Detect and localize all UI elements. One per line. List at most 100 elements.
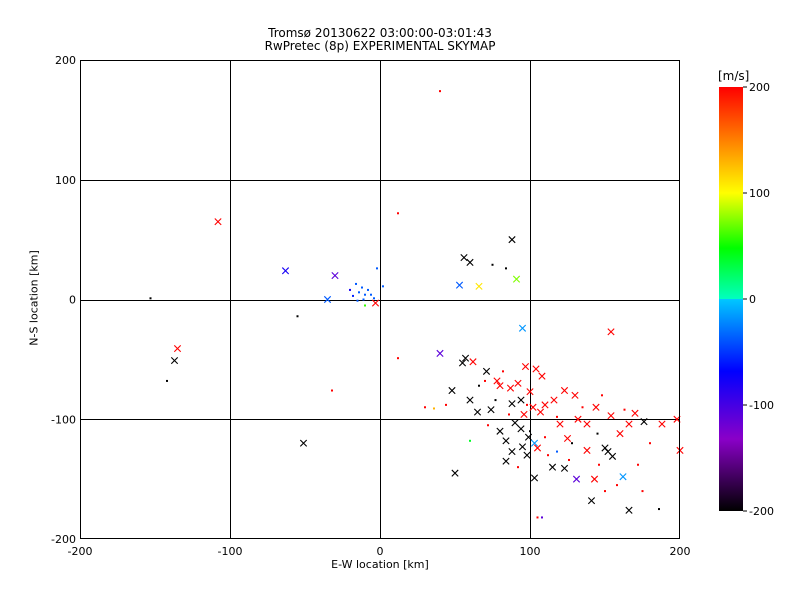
- data-point-dot: [508, 413, 510, 416]
- data-point-x: [451, 469, 459, 477]
- data-point-x: [448, 386, 456, 395]
- data-point-dot: [349, 288, 351, 291]
- data-point-x: [530, 474, 539, 482]
- data-point-dot: [352, 294, 354, 297]
- data-point-dot: [166, 379, 168, 382]
- data-point-x: [487, 406, 495, 414]
- data-point-x: [631, 409, 639, 417]
- data-point-x: [461, 354, 470, 362]
- data-point-x: [323, 295, 332, 304]
- data-point-x: [619, 473, 627, 481]
- data-point-x: [493, 377, 501, 385]
- data-point-x: [563, 434, 572, 442]
- data-point-dot: [536, 516, 539, 519]
- data-point-dot: [494, 399, 497, 402]
- data-point-x: [524, 433, 533, 441]
- y-axis-label: N-S location [km]: [27, 250, 41, 346]
- data-point-x: [466, 258, 474, 266]
- data-point-x: [560, 386, 569, 395]
- plot-frame: [80, 60, 680, 539]
- data-point-dot: [364, 304, 366, 307]
- data-point-dot: [526, 403, 528, 406]
- data-point-x: [514, 379, 522, 387]
- colorbar-tick-label: 100: [749, 187, 770, 200]
- data-point-x: [281, 267, 290, 275]
- data-point-dot: [604, 490, 606, 493]
- data-points: [149, 90, 684, 519]
- data-point-dot: [439, 90, 441, 93]
- data-point-x: [533, 444, 542, 452]
- data-point-x: [550, 396, 558, 404]
- data-point-dot: [376, 267, 378, 270]
- data-point-x: [466, 396, 474, 404]
- data-point-x: [556, 420, 564, 428]
- chart-title: Tromsø 20130622 03:00:00-03:01:43: [268, 26, 492, 40]
- data-point-x: [548, 463, 557, 471]
- data-point-dot: [556, 450, 558, 453]
- data-point-x: [625, 506, 633, 514]
- x-tick-label: 100: [520, 545, 541, 558]
- data-point-dot: [397, 212, 399, 215]
- data-point-x: [518, 443, 527, 451]
- data-point-x: [502, 437, 510, 445]
- data-point-x: [616, 430, 624, 438]
- data-point-dot: [373, 297, 375, 300]
- data-point-x: [508, 400, 516, 408]
- data-point-x: [640, 418, 648, 426]
- data-point-dot: [641, 490, 644, 493]
- data-point-x: [508, 447, 516, 456]
- data-point-x: [625, 420, 633, 428]
- data-point-dot: [382, 285, 384, 288]
- data-point-dot: [478, 384, 480, 387]
- data-point-dot: [601, 394, 603, 397]
- data-point-dot: [355, 282, 357, 285]
- data-point-x: [460, 253, 468, 262]
- data-point-x: [520, 410, 528, 419]
- data-point-x: [536, 408, 545, 416]
- y-tick-label: 100: [55, 174, 76, 187]
- data-point-dot: [358, 291, 360, 294]
- data-point-dot: [361, 286, 363, 289]
- data-point-x: [521, 362, 530, 371]
- data-point-dot: [364, 293, 366, 296]
- data-point-x: [607, 328, 615, 336]
- colorbar-tick-label: -200: [749, 505, 774, 518]
- data-point-x: [526, 388, 534, 396]
- data-point-x: [658, 420, 666, 428]
- data-point-dot: [487, 424, 489, 427]
- data-point-dot: [568, 458, 570, 461]
- data-point-x: [371, 299, 380, 307]
- data-point-dot: [484, 379, 486, 382]
- data-point-dot: [433, 407, 435, 410]
- x-axis-ticks: -200 -100 0 100 200: [68, 545, 691, 558]
- data-point-dot: [505, 267, 507, 270]
- colorbar-tick-label: -100: [749, 399, 774, 412]
- data-point-dot: [649, 442, 651, 445]
- data-point-x: [571, 391, 579, 399]
- data-point-dot: [362, 298, 365, 301]
- data-point-x: [502, 457, 510, 465]
- data-point-dot: [658, 508, 660, 511]
- grid-lines: [80, 60, 680, 539]
- data-point-x: [458, 359, 467, 367]
- data-point-dot: [517, 466, 519, 469]
- data-point-x: [299, 439, 308, 447]
- data-point-x: [592, 403, 600, 411]
- data-point-x: [583, 446, 591, 454]
- data-point-x: [214, 218, 222, 226]
- data-point-x: [538, 372, 546, 380]
- colorbar-tick-label: 0: [749, 293, 756, 306]
- x-tick-label: -100: [218, 545, 243, 558]
- data-point-x: [496, 382, 504, 390]
- data-point-x: [607, 412, 615, 420]
- y-tick-label: -200: [51, 533, 76, 546]
- data-point-x: [508, 236, 516, 244]
- y-tick-label: 0: [69, 294, 76, 307]
- data-point-dot: [637, 463, 639, 466]
- data-point-dot: [547, 454, 549, 457]
- data-point-x: [560, 464, 569, 472]
- data-point-x: [523, 451, 531, 459]
- data-point-x: [482, 367, 491, 375]
- y-tick-label: 200: [55, 54, 76, 67]
- data-point-dot: [544, 436, 546, 439]
